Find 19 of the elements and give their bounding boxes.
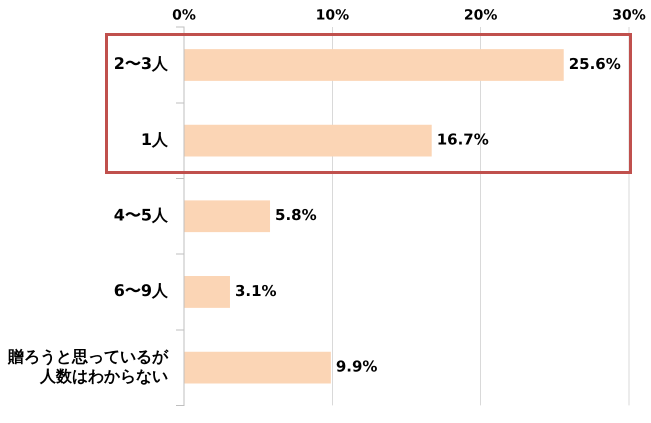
data-label: 25.6% (568, 54, 621, 73)
y-tick-label: 2〜3人 (114, 54, 169, 74)
bar (184, 124, 432, 157)
bar (184, 352, 331, 384)
bar (184, 276, 230, 308)
data-label: 16.7% (436, 130, 489, 149)
x-tick-label: 30% (612, 7, 646, 24)
data-label: 3.1% (234, 282, 277, 300)
x-tick-label: 0% (172, 7, 196, 24)
y-tick-label: 1人 (140, 130, 169, 149)
y-tick-label: 贈ろうと思っているが人数はわからない (7, 347, 169, 386)
y-tick-label: 6〜9人 (114, 281, 169, 300)
x-tick-label: 20% (464, 7, 498, 24)
y-tick-label: 4〜5人 (114, 205, 169, 224)
data-label: 9.9% (336, 357, 378, 376)
x-tick-label: 10% (316, 7, 350, 24)
bar (184, 200, 270, 232)
data-label: 5.8% (275, 206, 317, 224)
bar (184, 49, 564, 81)
